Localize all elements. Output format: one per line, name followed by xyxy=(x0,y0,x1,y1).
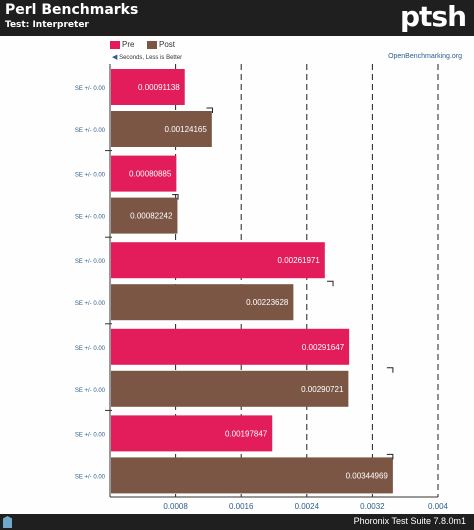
footer-text: Phoronix Test Suite 7.8.0m1 xyxy=(353,516,466,526)
footer-bar: Phoronix Test Suite 7.8.0m1 xyxy=(0,514,474,530)
legend-swatch-post xyxy=(147,41,157,49)
chart-subtitle: Test: Interpreter xyxy=(5,20,89,30)
direction-note: ◀ Seconds, Less is Better xyxy=(112,53,182,61)
se-label: SE +/- 0.00 xyxy=(75,173,106,179)
bar-value-label: 0.00291647 xyxy=(302,343,345,352)
se-label: SE +/- 0.00 xyxy=(75,346,106,352)
se-label: SE +/- 0.00 xyxy=(75,215,106,221)
error-bar xyxy=(206,107,213,113)
x-tick-label: 0.0016 xyxy=(229,502,254,511)
left-arrow-icon: ◀ xyxy=(112,54,118,61)
bar-post xyxy=(111,457,393,494)
bar-value-label: 0.00080885 xyxy=(129,170,172,179)
x-tick-label: 0.004 xyxy=(428,502,449,511)
bar-pre xyxy=(111,328,350,365)
error-bar xyxy=(172,194,179,200)
pts-logo: ptsh xyxy=(399,0,467,33)
header-bar: Perl Benchmarks Test: Interpreter ptsh xyxy=(0,0,474,36)
error-bar xyxy=(386,453,394,460)
legend-label-pre: Pre xyxy=(122,40,135,49)
bar-value-label: 0.00223628 xyxy=(246,298,289,307)
error-bar xyxy=(327,280,334,287)
bar-value-label: 0.00082242 xyxy=(130,212,173,221)
direction-note-text: Seconds, Less is Better xyxy=(119,55,183,61)
chart-title: Perl Benchmarks xyxy=(5,2,139,18)
x-tick-label: 0.0032 xyxy=(360,502,385,511)
bar-pre xyxy=(111,155,177,192)
pts-icon xyxy=(3,516,12,528)
se-label: SE +/- 0.00 xyxy=(75,474,106,480)
bar-value-label: 0.00344969 xyxy=(346,471,389,480)
se-label: SE +/- 0.00 xyxy=(75,432,106,438)
bar-post xyxy=(111,197,178,234)
bar-post xyxy=(111,370,349,407)
x-tick-label: 0.0024 xyxy=(295,502,320,511)
bar-post xyxy=(111,284,294,321)
se-label: SE +/- 0.00 xyxy=(75,301,106,307)
bar-value-label: 0.00261971 xyxy=(278,256,321,265)
se-label: SE +/- 0.00 xyxy=(75,259,106,265)
x-tick-label: 0.0008 xyxy=(163,502,188,511)
bar-value-label: 0.00197847 xyxy=(225,429,268,438)
legend-swatch-pre xyxy=(110,41,120,49)
bar-post xyxy=(111,111,212,147)
se-label: SE +/- 0.00 xyxy=(75,128,106,134)
site-link[interactable]: OpenBenchmarking.org xyxy=(388,53,462,60)
bar-pre xyxy=(111,415,273,452)
se-label: SE +/- 0.00 xyxy=(75,388,106,394)
legend-label-post: Post xyxy=(159,40,176,49)
bar-value-label: 0.00124165 xyxy=(165,125,208,134)
bar-pre xyxy=(111,242,325,279)
bar-pre xyxy=(111,69,185,105)
error-bar xyxy=(386,367,394,373)
se-label: SE +/- 0.00 xyxy=(75,86,106,92)
bar-value-label: 0.00290721 xyxy=(301,385,344,394)
bar-value-label: 0.00091138 xyxy=(138,83,180,92)
